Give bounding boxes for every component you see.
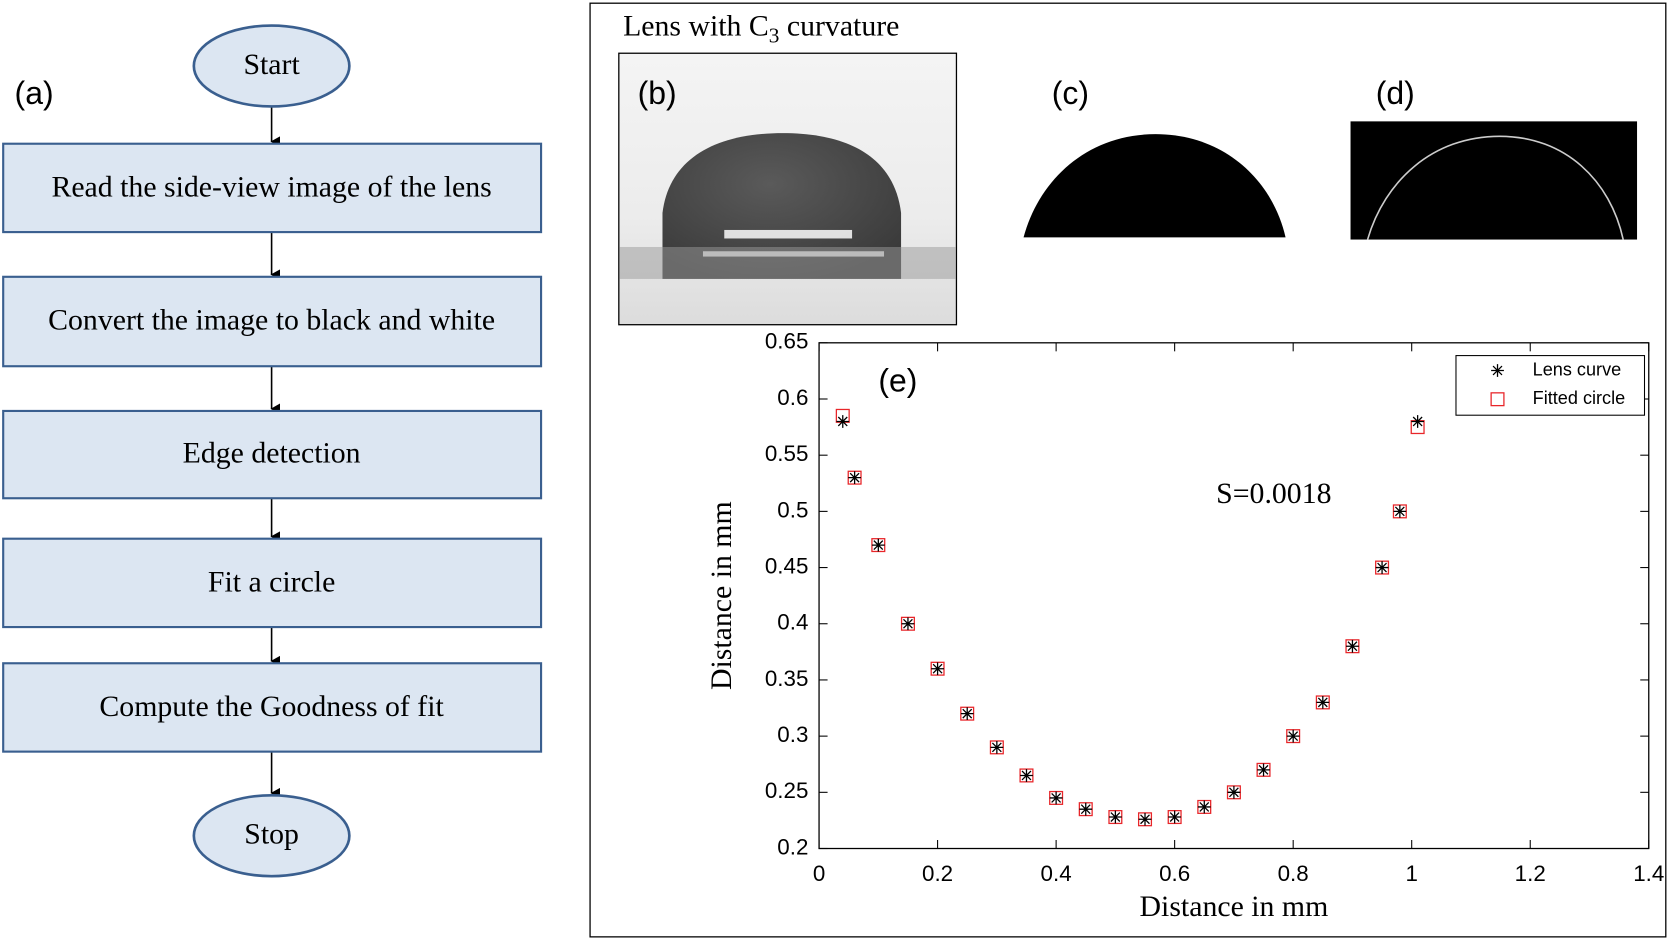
lens-photo bbox=[618, 52, 958, 326]
data-point bbox=[871, 538, 885, 552]
process-node bbox=[2, 537, 543, 629]
node-label: Start bbox=[243, 48, 300, 81]
lens-dome bbox=[662, 133, 902, 279]
process-node bbox=[2, 409, 543, 500]
process-node bbox=[2, 142, 543, 234]
process-node bbox=[2, 662, 543, 753]
y-tick-label: 0.4 bbox=[777, 610, 808, 635]
x-tick-label: 1.4 bbox=[1633, 861, 1664, 886]
node-label: Compute the Goodness of fit bbox=[99, 690, 444, 723]
edge-image bbox=[1350, 121, 1638, 240]
node-label: Convert the image to black and white bbox=[48, 303, 495, 336]
y-tick-label: 0.25 bbox=[765, 778, 809, 803]
x-tick-label: 0.2 bbox=[922, 861, 953, 886]
start-node bbox=[192, 24, 351, 108]
node-label: Stop bbox=[244, 818, 299, 851]
data-point bbox=[960, 707, 974, 721]
x-tick-label: 0.6 bbox=[1159, 861, 1190, 886]
process-node bbox=[2, 275, 543, 368]
stop-node bbox=[192, 793, 351, 878]
annotation: S=0.0018 bbox=[1216, 477, 1331, 510]
node-label: Fit a circle bbox=[208, 565, 335, 598]
data-point bbox=[1138, 812, 1152, 826]
legend-marker bbox=[1490, 392, 1505, 407]
data-point bbox=[990, 740, 1004, 754]
y-tick-label: 0.35 bbox=[765, 666, 809, 691]
lens-reflection bbox=[724, 229, 853, 239]
data-point bbox=[1393, 504, 1407, 518]
legend-box bbox=[1455, 355, 1646, 416]
data-point bbox=[1049, 791, 1063, 805]
panel-label: (e) bbox=[878, 363, 917, 399]
data-point bbox=[1346, 639, 1359, 653]
flowchart: (a) Start Read the side-view image of th… bbox=[2, 24, 543, 878]
node-label: Edge detection bbox=[183, 437, 361, 470]
y-tick-label: 0.45 bbox=[765, 553, 809, 578]
data-point bbox=[1375, 561, 1389, 574]
panel-frame bbox=[589, 2, 1667, 938]
data-point bbox=[1227, 785, 1241, 799]
title-subscript: 3 bbox=[769, 23, 780, 47]
data-point bbox=[1257, 763, 1270, 777]
y-tick-label: 0.3 bbox=[777, 722, 808, 747]
panel-label: (c) bbox=[1052, 75, 1089, 111]
lens-reflection bbox=[702, 251, 885, 257]
x-tick-label: 0.4 bbox=[1041, 861, 1072, 886]
data-point bbox=[836, 415, 850, 428]
x-axis-label: Distance in mm bbox=[1140, 890, 1329, 923]
edge-curve bbox=[1366, 135, 1624, 240]
y-tick-label: 0.55 bbox=[765, 441, 809, 466]
data-point bbox=[1197, 800, 1211, 814]
panel-label: (a) bbox=[15, 75, 54, 111]
panel-label: (b) bbox=[638, 75, 677, 111]
binary-lens bbox=[1023, 134, 1286, 238]
y-tick-label: 0.2 bbox=[777, 834, 808, 859]
data-point bbox=[1411, 415, 1425, 428]
y-axis-label: Distance in mm bbox=[705, 501, 738, 690]
data-point bbox=[848, 471, 862, 485]
plot-frame bbox=[818, 342, 1650, 850]
legend-label: Fitted circle bbox=[1533, 388, 1626, 408]
x-tick-label: 0 bbox=[813, 861, 825, 886]
data-point bbox=[1079, 802, 1093, 816]
y-tick-label: 0.65 bbox=[765, 329, 809, 354]
data-point bbox=[901, 617, 915, 631]
panel-title: Lens with C3 curvature bbox=[623, 10, 899, 48]
legend-label: Lens curve bbox=[1533, 359, 1622, 379]
data-point bbox=[1168, 810, 1182, 824]
legend-marker bbox=[1491, 364, 1504, 377]
data-point bbox=[1020, 769, 1033, 782]
title-text: curvature bbox=[787, 10, 900, 43]
data-point bbox=[931, 662, 944, 676]
node-label: Read the side-view image of the lens bbox=[51, 170, 491, 203]
data-point bbox=[1316, 696, 1330, 709]
y-tick-label: 0.5 bbox=[777, 497, 808, 522]
data-point bbox=[1286, 729, 1300, 743]
title-text: Lens with C bbox=[623, 10, 769, 43]
x-tick-label: 0.8 bbox=[1278, 861, 1309, 886]
y-tick-label: 0.6 bbox=[777, 385, 808, 410]
x-tick-label: 1.2 bbox=[1515, 861, 1546, 886]
panel-label: (d) bbox=[1376, 75, 1415, 111]
x-tick-label: 1 bbox=[1405, 861, 1417, 886]
data-point bbox=[1108, 810, 1122, 824]
scatter-chart: 0 0.2 0.4 0.6 0.8 1 1.2 1.40.20.250.30.350.40.4… bbox=[705, 329, 1664, 923]
